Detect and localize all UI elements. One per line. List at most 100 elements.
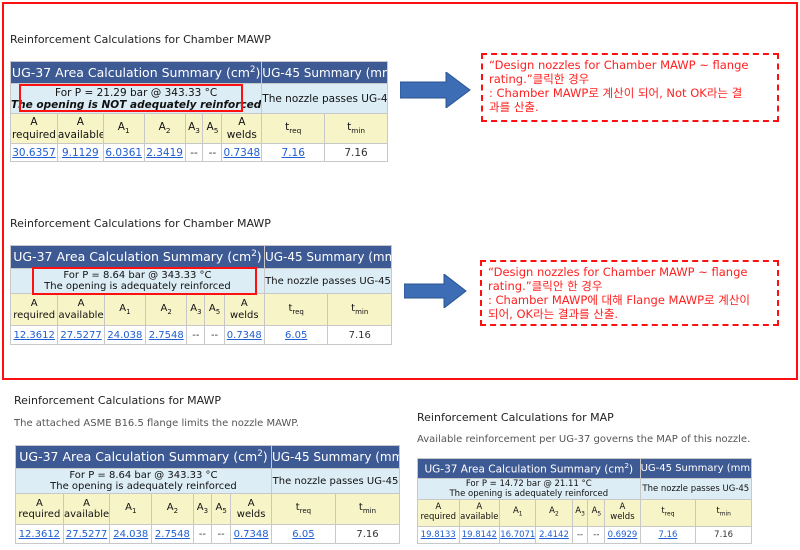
value-cell: 7.16 [639,526,697,544]
value-cell: 7.16 [261,143,326,162]
value-link[interactable]: 7.16 [658,530,678,540]
column-header-main: available [58,309,104,321]
arrow-right-icon [400,72,471,108]
value-link[interactable]: 2.7548 [154,528,190,540]
value-link[interactable]: 0.7348 [226,329,262,341]
value-cell: 6.05 [270,524,336,544]
value-link[interactable]: 12.3612 [13,329,55,341]
value-cell: 0.7348 [230,524,272,544]
column-header-sub: 3 [203,507,209,516]
value-link[interactable]: 2.4142 [539,530,569,540]
value-cell: -- [587,526,606,544]
column-header-main: A [591,506,598,517]
ug37-close: ) [629,463,634,476]
column-header: A5 [204,293,225,326]
column-header-sub: req [292,307,304,316]
ug37-header: UG-37 Area Calculation Summary (cm2) [10,245,265,269]
value-cell: 12.3612 [15,524,64,544]
value-link[interactable]: 19.8133 [420,530,456,540]
ug45-status: The nozzle passes UG-45 [270,468,401,494]
value-link[interactable]: 6.0361 [105,146,143,159]
value-link[interactable]: 2.7548 [148,329,184,341]
value-cell: 7.16 [327,325,392,345]
summary-row: For P = 8.64 bar @ 343.33 °C The opening … [10,268,393,294]
column-header-main: t [351,302,356,314]
section-description: The attached ASME B16.5 flange limits th… [14,418,299,429]
column-header-top: A [77,298,85,309]
value-link[interactable]: 6.05 [285,329,308,341]
value-cell: 9.1129 [56,143,104,162]
note-line: “Design nozzles for Chamber MAWP ~ flang… [488,265,748,279]
area-calculation-table: UG-37 Area Calculation Summary (cm2) UG-4… [417,458,753,544]
column-header: A5 [211,493,232,525]
column-header-main: A [125,502,132,514]
column-header-sub: 2 [173,507,179,516]
column-header-main: welds [610,512,635,522]
column-header: tmin [334,493,401,525]
table-row: 30.6357 9.1129 6.0361 2.3419 -- -- 0.7348 7.16 7… [10,143,388,162]
value-link[interactable]: 0.7348 [233,528,269,540]
column-header-top: A [30,298,38,309]
column-header: treq [261,113,326,144]
value-cell: 27.5277 [62,524,111,544]
value-link[interactable]: 16.7071 [500,530,536,540]
column-header-main: A [190,302,198,314]
column-header-sub: 5 [597,510,602,518]
note-line: “Design nozzles for Chamber MAWP ~ flang… [489,58,749,72]
value-cell: 6.05 [263,325,329,345]
ug45-status: The nozzle passes UG-45 [263,268,393,294]
column-header-sub: min [355,307,369,316]
ug37-summary: For P = 21.29 bar @ 343.33 °C The opening… [9,83,263,114]
value-cell: 0.6929 [604,526,641,544]
column-header-main: t [358,502,363,514]
value-cell: 24.038 [103,325,147,345]
value-cell: 2.7548 [145,325,188,345]
column-header: A1 [109,493,153,525]
value-cell: -- [186,325,206,345]
value-link[interactable]: 24.038 [107,329,143,341]
column-header-sub: min [362,507,377,516]
column-header-main: t [285,121,290,134]
value-link[interactable]: 27.5277 [60,329,102,341]
value-cell: 27.5277 [57,325,105,345]
column-header-main: available [64,509,110,520]
value-text: 7.16 [356,528,379,540]
ug37-close: ) [256,249,262,265]
value-link[interactable]: 7.16 [281,146,305,159]
summary-row: For P = 21.29 bar @ 343.33 °C The opening… [9,83,388,114]
value-text: -- [576,530,584,540]
column-header-sub: min [719,510,731,518]
column-header-main: A [575,506,582,517]
column-header-top: A [435,502,442,513]
column-header-sub: 3 [197,307,202,316]
note-line: 과를 산출. [489,100,539,114]
value-link[interactable]: 27.5277 [65,528,108,540]
value-link[interactable]: 30.6357 [12,146,56,159]
column-header-top: A [476,502,483,513]
value-link[interactable]: 6.05 [292,528,315,540]
value-cell: -- [184,143,204,162]
column-header-top: A [35,497,43,509]
value-link[interactable]: 0.6929 [607,530,638,540]
column-header-main: required [13,309,56,321]
column-header-sub: 1 [518,510,523,518]
value-link[interactable]: 19.8142 [461,530,497,540]
pressure-condition: For P = 8.64 bar @ 343.33 °C [63,270,212,281]
value-text: 7.16 [348,329,371,341]
column-header: treq [263,293,329,326]
value-link[interactable]: 0.7348 [223,146,261,159]
column-header-top: A [30,116,38,129]
column-header-main: required [11,128,56,141]
value-cell: 12.3612 [9,325,59,345]
value-link[interactable]: 9.1129 [61,146,99,159]
value-cell: 7.16 [695,526,752,544]
value-link[interactable]: 12.3612 [18,528,61,540]
column-header-top: A [83,497,91,509]
ug37-title: UG-37 Area Calculation Summary (cm [11,65,250,81]
value-link[interactable]: 24.038 [113,528,149,540]
ug45-header: UG-45 Summary (mm) [261,61,388,84]
value-link[interactable]: 2.3419 [146,146,183,159]
ug37-superscript: 2 [251,249,257,260]
reinforcement-status: The opening is adequately reinforced [44,281,231,292]
